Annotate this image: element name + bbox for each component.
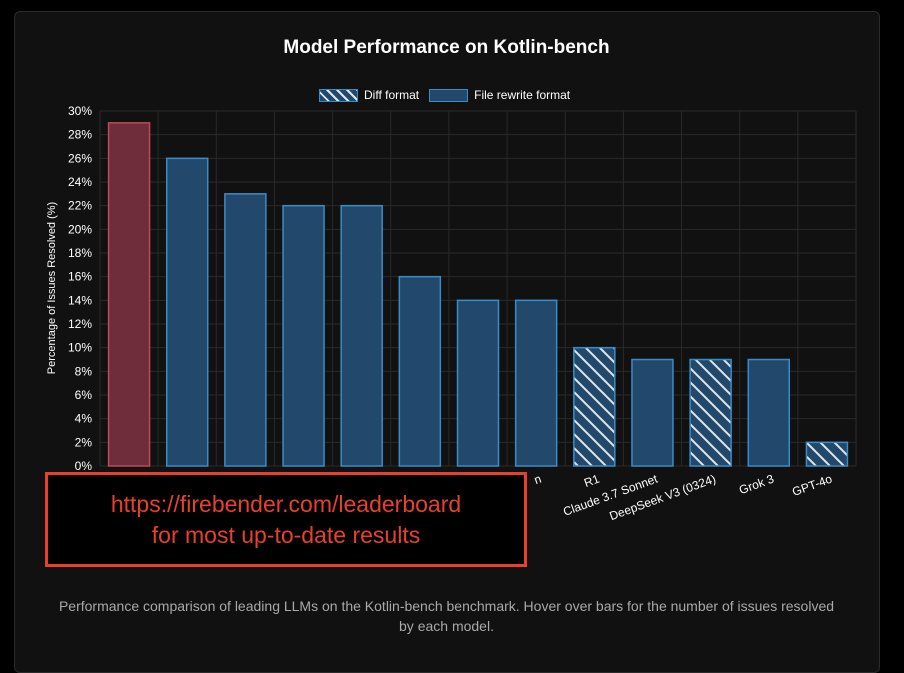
bar-chart: 0% 2% 4% 6% 8% 10% 12% 14% 16% 18% 20% 22% 24% 26% 28%… (46, 104, 857, 523)
y-tick-label: 16% (68, 270, 92, 284)
y-tick-label: 6% (75, 388, 93, 402)
legend-item-rewrite[interactable]: File rewrite format (429, 88, 570, 102)
legend-swatch-rewrite (429, 88, 469, 102)
chart-caption: Performance comparison of leading LLMs o… (58, 598, 835, 634)
legend-swatch-diff (319, 88, 358, 102)
y-tick-label: 14% (68, 293, 92, 307)
y-tick-label: 26% (68, 151, 92, 165)
x-tick-label: Grok 3 (737, 472, 776, 498)
y-tick-label: 24% (68, 175, 92, 189)
x-tick-label: R1 (582, 472, 602, 491)
y-tick-label: 30% (68, 104, 92, 118)
y-tick-label: 2% (75, 435, 93, 449)
bar-10[interactable] (689, 358, 732, 467)
overlay-subtext: for most up-to-date results (151, 521, 421, 548)
x-tick-label: GPT-4o (790, 472, 834, 499)
bar-6[interactable] (456, 299, 500, 467)
chart-legend: Diff format File rewrite format (319, 88, 580, 102)
leaderboard-overlay[interactable]: https://firebender.com/leaderboard for m… (45, 472, 527, 567)
overlay-url[interactable]: https://firebender.com/leaderboard (110, 490, 462, 517)
bar-3[interactable] (282, 204, 325, 467)
bar-4[interactable] (340, 204, 383, 467)
bar-2[interactable] (224, 193, 267, 467)
bar-12[interactable] (805, 441, 849, 467)
bar-11[interactable] (747, 358, 791, 467)
y-tick-label: 0% (75, 459, 93, 473)
y-axis-ticks: 0% 2% 4% 6% 8% 10% 12% 14% 16% 18% 20% 22% 24% 26% 28%… (68, 104, 92, 473)
y-axis-label: Percentage of Issues Resolved (%) (46, 202, 58, 374)
legend-label-diff: Diff format (364, 88, 420, 102)
y-tick-label: 8% (75, 364, 93, 378)
bar-0[interactable] (107, 122, 151, 467)
bar-8[interactable] (573, 346, 616, 467)
y-tick-label: 18% (68, 246, 92, 260)
x-tick-label: n (532, 472, 543, 487)
y-tick-label: 4% (75, 412, 93, 426)
bar-1[interactable] (165, 157, 209, 467)
legend-item-diff[interactable]: Diff format (319, 88, 419, 102)
y-tick-label: 10% (68, 341, 92, 355)
bar-7[interactable] (514, 299, 558, 467)
chart-title: Model Performance on Kotlin-bench (283, 37, 610, 58)
y-tick-label: 12% (68, 317, 92, 331)
bar-5[interactable] (398, 275, 442, 467)
y-tick-label: 22% (68, 199, 92, 213)
y-tick-label: 20% (68, 222, 92, 236)
legend-label-rewrite: File rewrite format (474, 88, 571, 102)
chart-bars (107, 122, 849, 467)
y-tick-label: 28% (68, 128, 92, 142)
bar-9[interactable] (631, 358, 674, 467)
